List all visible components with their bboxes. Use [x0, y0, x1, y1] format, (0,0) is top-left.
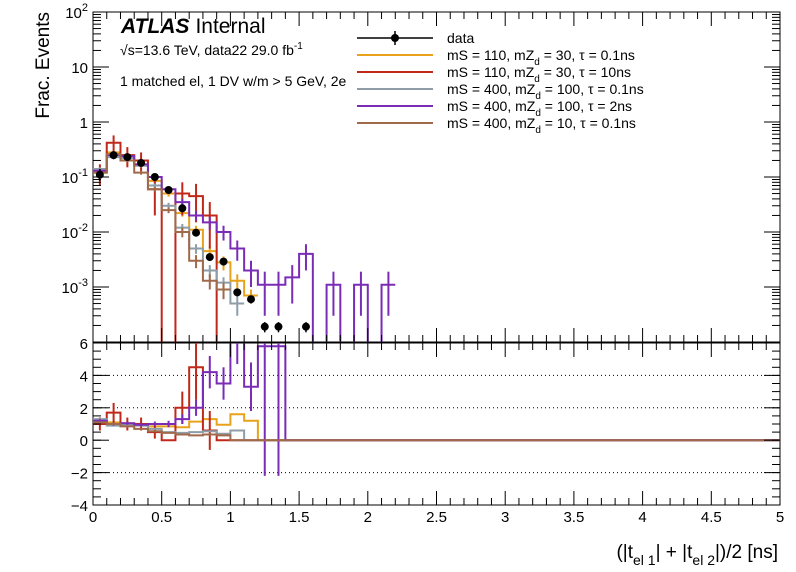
y-tick-label: 10-3 [62, 277, 88, 297]
x-tick-label: 5 [776, 509, 784, 526]
energy-label: √s=13.6 TeV, data22 29.0 fb-1 [120, 41, 303, 58]
x-tick-label: 1 [226, 509, 234, 526]
data-point [219, 257, 228, 266]
data-point [274, 322, 283, 331]
x-tick-label: 3.5 [563, 509, 584, 526]
ratio-histograms [93, 343, 780, 476]
legend-entry-s3: mS = 400, mZd = 100, τ = 0.1ns [357, 81, 644, 102]
legend-label: mS = 400, mZd = 100, τ = 2ns [447, 98, 632, 119]
data-point [137, 158, 146, 167]
selection-label: 1 matched el, 1 DV w/m > 5 GeV, 2e [120, 73, 347, 89]
x-tick-label: 0 [89, 509, 97, 526]
top-y-axis: 10-3 10-2 10-1 1 10 102 [62, 2, 780, 343]
data-point [123, 153, 132, 162]
atlas-label: ATLAS Internal [120, 15, 265, 38]
legend-label: mS = 400, mZd = 100, τ = 0.1ns [447, 81, 644, 102]
data-point [192, 228, 201, 237]
y-tick-label: 10 [71, 60, 88, 77]
ratio-series-s5 [93, 421, 780, 442]
data-point [109, 151, 118, 160]
ratio-histogram-s5 [93, 421, 780, 442]
ratio-y-tick-label: 0 [80, 433, 88, 450]
data-points [95, 151, 310, 333]
legend-label: mS = 110, mZd = 30, τ = 10ns [447, 64, 631, 85]
histogram-s4 [93, 154, 396, 342]
legend-entry-data: data [357, 30, 474, 46]
x-tick-label: 4 [638, 509, 646, 526]
x-tick-label: 4.5 [701, 509, 722, 526]
ratio-y-tick-label: 4 [80, 368, 88, 385]
x-tick-label: 0.5 [151, 509, 172, 526]
data-point [205, 253, 214, 262]
y-tick-label: 10-1 [62, 167, 88, 187]
y-tick-label: 102 [65, 2, 88, 22]
y-tick-label: 1 [80, 115, 88, 132]
ratio-y-tick-label: −4 [71, 498, 88, 515]
data-point [301, 322, 310, 331]
histogram-s5 [93, 153, 231, 291]
data-point [247, 295, 256, 304]
ratio-y-tick-label: −2 [71, 466, 88, 483]
x-tick-label: 2 [364, 509, 372, 526]
legend-entry-s1: mS = 110, mZd = 30, τ = 0.1ns [357, 47, 635, 68]
legend-label: mS = 400, mZd = 10, τ = 0.1ns [447, 115, 636, 136]
ratio-y-tick-label: 6 [80, 336, 88, 353]
x-tick-label: 1.5 [289, 509, 310, 526]
x-axis: 0 0.5 1 1.5 2 2.5 3 3.5 4 4.5 5 [89, 12, 784, 526]
data-point [164, 186, 173, 195]
data-point [260, 322, 269, 331]
legend-entry-s5: mS = 400, mZd = 10, τ = 0.1ns [357, 115, 636, 136]
legend-entry-s2: mS = 110, mZd = 30, τ = 10ns [357, 64, 631, 85]
data-point [150, 173, 159, 181]
legend-label: mS = 110, mZd = 30, τ = 0.1ns [447, 47, 635, 68]
ratio-y-tick-label: 2 [80, 401, 88, 418]
legend-entry-s4: mS = 400, mZd = 100, τ = 2ns [357, 98, 632, 119]
data-point [95, 170, 104, 179]
ratio-grid-lines [93, 374, 780, 474]
data-point [178, 204, 187, 213]
y-tick-label: 10-2 [62, 222, 88, 242]
legend-marker-dot [391, 34, 399, 42]
histogram-s2 [93, 141, 218, 342]
x-axis-label: (|tel 1| + |tel 2|)/2 [ns] [616, 542, 778, 568]
data-point [233, 288, 242, 297]
y-axis-label: Frac. Events [33, 12, 54, 119]
ratio-y-axis: −4 −2 0 2 4 6 [71, 336, 780, 515]
x-tick-label: 3 [501, 509, 509, 526]
ratio-series-s4 [93, 343, 780, 476]
x-tick-label: 2.5 [426, 509, 447, 526]
legend-label: data [447, 30, 474, 46]
